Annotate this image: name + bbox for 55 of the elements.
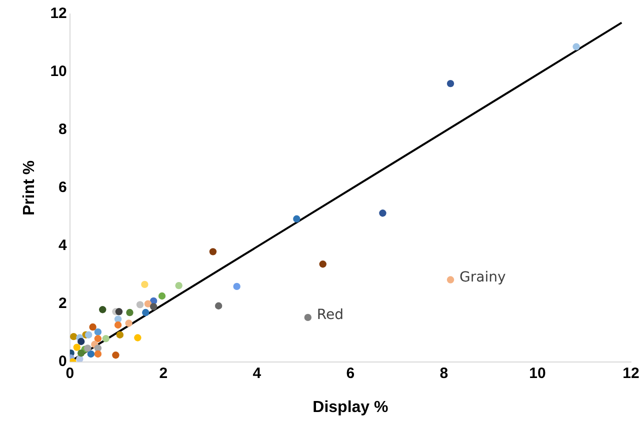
point [112, 352, 120, 359]
x-tick-label: 10 [529, 364, 546, 382]
point [379, 210, 386, 217]
point [446, 276, 454, 284]
point [209, 248, 217, 256]
y-tick-label: 8 [58, 121, 67, 138]
point [78, 350, 85, 357]
point [136, 301, 144, 308]
point [126, 308, 134, 316]
point [73, 344, 80, 351]
point [94, 350, 102, 358]
y-axis-title: Print % [21, 160, 38, 216]
point [175, 282, 182, 290]
point [99, 306, 106, 314]
point [115, 308, 123, 316]
point [134, 334, 142, 342]
y-tick-label: 10 [50, 63, 67, 80]
point [572, 43, 580, 50]
point [102, 335, 110, 342]
point [78, 338, 85, 346]
point [446, 80, 454, 88]
y-tick-label: 2 [58, 294, 67, 312]
point [125, 320, 132, 327]
point [76, 355, 84, 362]
x-tick-label: 4 [252, 364, 262, 382]
point [84, 344, 92, 352]
x-axis-title: Display % [312, 398, 388, 416]
point [319, 260, 326, 268]
x-tick-label: 2 [159, 364, 168, 382]
y-tick-label: 4 [58, 237, 68, 254]
point [158, 292, 166, 300]
point [114, 321, 122, 329]
point [214, 302, 222, 310]
point [94, 335, 102, 342]
point [84, 331, 92, 338]
point [293, 215, 300, 223]
y-tick-label: 12 [50, 5, 67, 22]
x-tick-label: 6 [346, 364, 355, 382]
point [89, 323, 96, 331]
y-tick-label: 0 [58, 352, 67, 370]
annotation: Red [316, 307, 344, 324]
point [142, 308, 150, 316]
point [304, 314, 312, 322]
x-tick-label: 8 [440, 364, 448, 382]
point [70, 332, 78, 340]
point [116, 331, 124, 338]
point [141, 280, 148, 288]
point [150, 303, 158, 310]
point [94, 328, 102, 336]
y-tick-label: 6 [58, 179, 67, 196]
annotation: Grainy [460, 269, 506, 286]
point [144, 300, 152, 308]
point [233, 282, 240, 290]
point [87, 350, 95, 358]
x-tick-label: 12 [622, 364, 640, 382]
